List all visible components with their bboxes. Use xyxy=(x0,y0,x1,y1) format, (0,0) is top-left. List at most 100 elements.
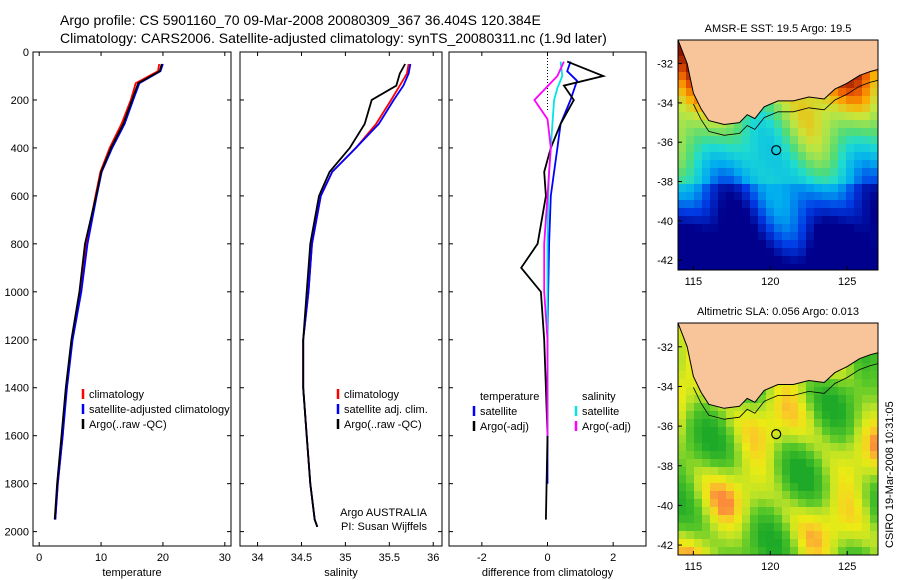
map-cell xyxy=(686,224,694,232)
map-cell xyxy=(694,216,702,224)
map-cell xyxy=(702,240,710,248)
map-cell xyxy=(830,248,838,256)
map-cell xyxy=(798,475,806,483)
map-cell xyxy=(790,395,798,403)
map-cell xyxy=(790,160,798,168)
map-cell xyxy=(774,160,782,168)
map-cell xyxy=(686,387,694,395)
map-cell xyxy=(678,248,686,256)
map-ytick-label: -36 xyxy=(657,137,673,149)
map-cell xyxy=(822,192,830,200)
map-cell xyxy=(710,264,718,270)
map-cell xyxy=(750,256,758,264)
map-cell xyxy=(686,144,694,152)
map-cell xyxy=(830,160,838,168)
map-cell xyxy=(806,144,814,152)
map-cell xyxy=(742,176,750,184)
map-cell xyxy=(702,160,710,168)
map-cell xyxy=(726,451,734,459)
map-cell xyxy=(678,339,686,347)
map-cell xyxy=(846,264,854,270)
map-cell xyxy=(862,128,870,136)
map-cell xyxy=(870,96,878,104)
xtick-label: 20 xyxy=(157,552,169,564)
map-cell xyxy=(694,232,702,240)
map-cell xyxy=(726,248,734,256)
map-cell xyxy=(870,144,878,152)
map-cell xyxy=(734,507,742,515)
map-cell xyxy=(726,128,734,136)
map-cell xyxy=(766,459,774,467)
map-cell xyxy=(686,395,694,403)
map-cell xyxy=(854,88,862,96)
map-xtick-label: 115 xyxy=(685,561,703,573)
map-cell xyxy=(846,256,854,264)
map-ytick-label: -36 xyxy=(657,421,673,433)
map-cell xyxy=(870,232,878,240)
map-cell xyxy=(678,387,686,395)
map-cell xyxy=(790,232,798,240)
map-cell xyxy=(678,419,686,427)
map-cell xyxy=(846,80,854,88)
map-cell xyxy=(790,152,798,160)
map-cell xyxy=(750,208,758,216)
map-cell xyxy=(750,224,758,232)
map-cell xyxy=(862,507,870,515)
map-cell xyxy=(790,240,798,248)
float-location-marker xyxy=(771,429,782,440)
map-cell xyxy=(806,200,814,208)
map-cell xyxy=(734,427,742,435)
map-cell xyxy=(870,483,878,491)
map-cell xyxy=(678,168,686,176)
map-cell xyxy=(862,88,870,96)
map-cell xyxy=(694,176,702,184)
map-cell xyxy=(862,539,870,547)
map-cell xyxy=(718,184,726,192)
map-cell xyxy=(798,136,806,144)
map-cell xyxy=(870,411,878,419)
map-cell xyxy=(854,232,862,240)
map-cell xyxy=(726,264,734,270)
map-cell xyxy=(766,411,774,419)
map-cell xyxy=(838,104,846,112)
ytick-label: 1600 xyxy=(5,431,29,443)
map-cell xyxy=(838,208,846,216)
map-cell xyxy=(798,216,806,224)
map-cell xyxy=(870,216,878,224)
map-cell xyxy=(694,152,702,160)
temperature-panel: 0 200 400 600 800 1000 1200 1400 1600 1800 2000 0 10… xyxy=(5,47,232,579)
map-cell xyxy=(694,443,702,451)
map-cell xyxy=(790,256,798,264)
map-cell xyxy=(798,547,806,555)
map-cell xyxy=(798,112,806,120)
map-cell xyxy=(870,80,878,88)
map-cell xyxy=(830,176,838,184)
map-cell xyxy=(726,419,734,427)
map-cell xyxy=(702,467,710,475)
map-cell xyxy=(758,459,766,467)
map-cell xyxy=(846,208,854,216)
map-cell xyxy=(798,248,806,256)
map-cell xyxy=(694,112,702,120)
map-cell xyxy=(854,459,862,467)
sla-title: Altimetric SLA: 0.056 Argo: 0.013 xyxy=(697,306,859,318)
map-cell xyxy=(702,256,710,264)
map-cell xyxy=(678,72,686,80)
map-cell xyxy=(686,403,694,411)
map-cell xyxy=(854,136,862,144)
map-cell xyxy=(758,467,766,475)
map-cell xyxy=(790,104,798,112)
map-ytick-label: -42 xyxy=(657,540,673,552)
map-cell xyxy=(678,475,686,483)
legend-label: salinity xyxy=(582,391,616,403)
map-cell xyxy=(718,200,726,208)
map-xtick-label: 115 xyxy=(685,276,703,288)
map-cell xyxy=(806,435,814,443)
map-cell xyxy=(798,507,806,515)
series-satellite-adj-clim- xyxy=(302,63,412,528)
map-cell xyxy=(734,515,742,523)
map-cell xyxy=(718,208,726,216)
map-cell xyxy=(814,160,822,168)
map-cell xyxy=(686,435,694,443)
map-cell xyxy=(678,160,686,168)
